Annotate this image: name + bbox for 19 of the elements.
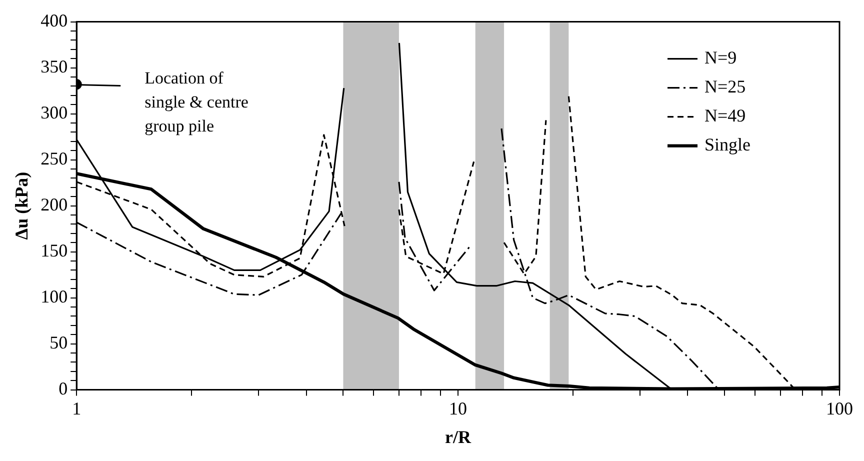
y-axis-title: Δu (kPa) [11,172,32,240]
y-tick-label: 100 [40,286,68,307]
y-tick-label: 0 [58,378,68,399]
y-tick-label: 50 [50,332,68,353]
y-tick-label: 200 [40,194,68,215]
legend-label: N=9 [704,48,737,68]
y-tick-label: 300 [40,102,68,123]
y-tick-label: 150 [40,240,68,261]
legend-label: Single [704,134,751,155]
x-tick-label: 10 [449,398,468,418]
y-tick-label: 350 [40,56,68,77]
legend-label: N=49 [704,106,746,126]
annotation: Location of single & centre group pile [144,68,248,136]
x-tick-label: 1 [72,398,82,418]
legend-label: N=25 [704,76,746,97]
y-tick-label: 400 [40,10,68,31]
x-tick-label: 100 [826,398,853,418]
y-tick-label: 250 [40,148,68,169]
x-axis-title: r/R [445,426,472,447]
